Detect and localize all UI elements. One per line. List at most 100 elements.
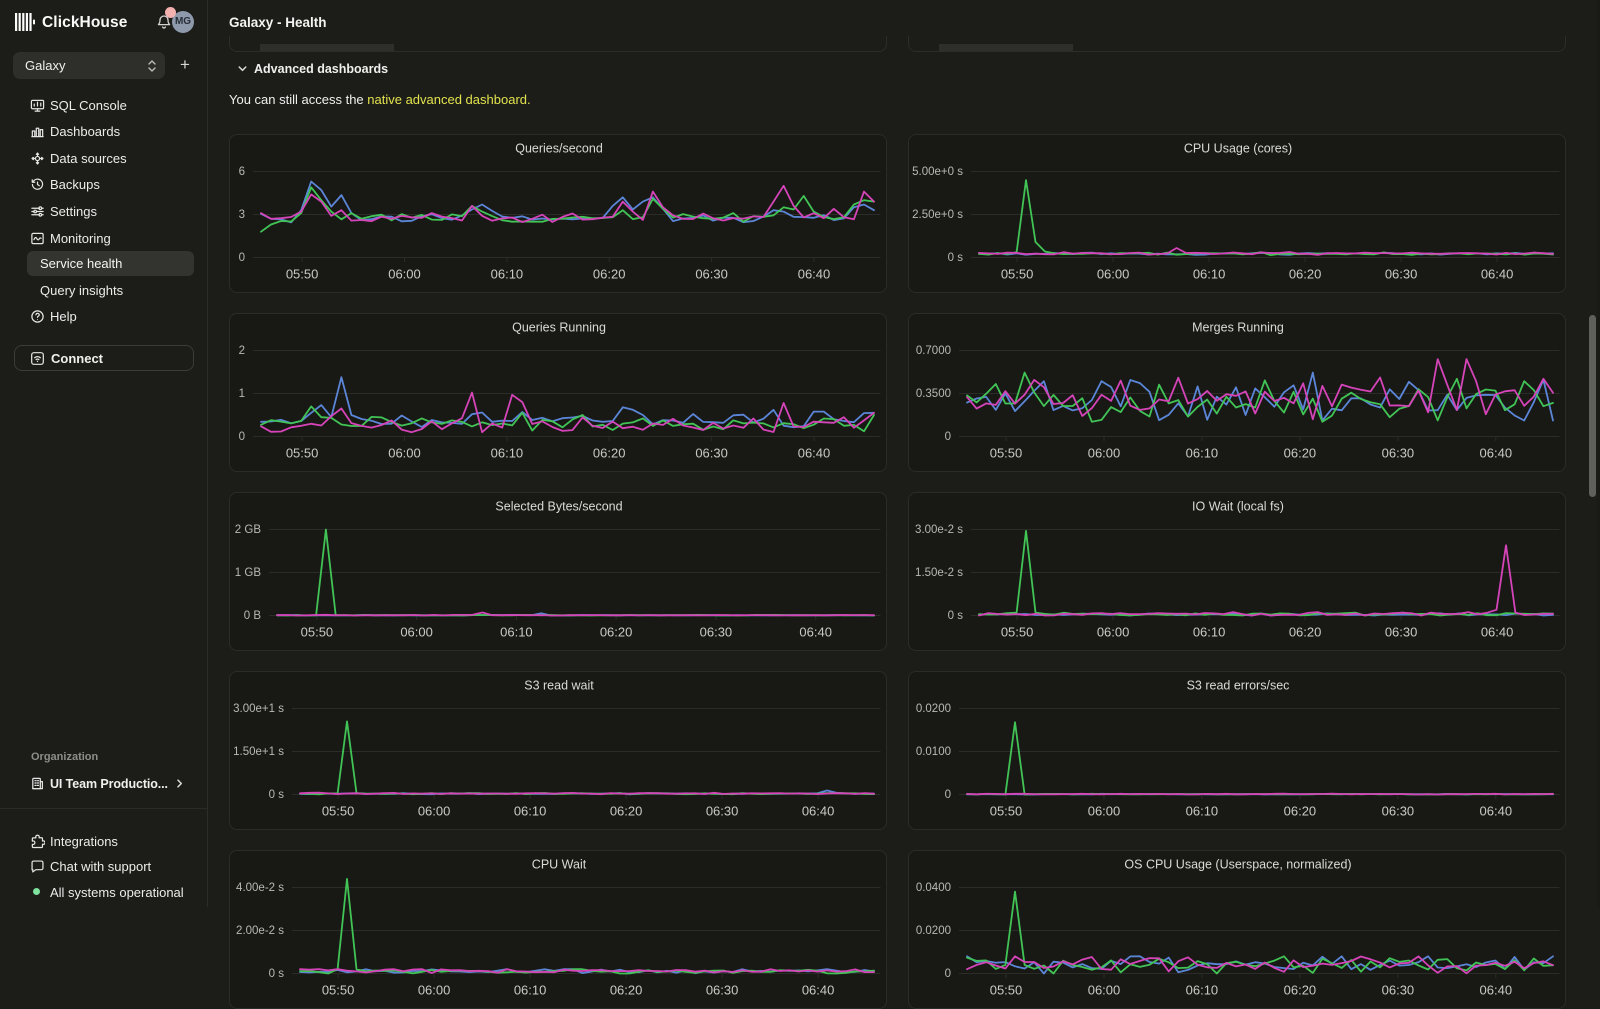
svg-text:06:10: 06:10 bbox=[500, 625, 533, 640]
svg-text:0.7000: 0.7000 bbox=[916, 345, 951, 357]
svg-text:CPU Usage (cores): CPU Usage (cores) bbox=[1184, 142, 1292, 156]
svg-text:06:10: 06:10 bbox=[491, 267, 524, 282]
svg-text:06:00: 06:00 bbox=[388, 446, 421, 461]
svg-text:S3 read errors/sec: S3 read errors/sec bbox=[1187, 679, 1290, 693]
svg-text:3.00e+1 s: 3.00e+1 s bbox=[233, 703, 284, 715]
svg-text:06:10: 06:10 bbox=[514, 983, 547, 998]
svg-text:05:50: 05:50 bbox=[286, 267, 319, 282]
svg-text:05:50: 05:50 bbox=[990, 983, 1023, 998]
svg-text:0: 0 bbox=[945, 789, 951, 801]
svg-text:06:30: 06:30 bbox=[695, 267, 728, 282]
svg-text:06:20: 06:20 bbox=[1289, 267, 1322, 282]
svg-text:Selected Bytes/second: Selected Bytes/second bbox=[495, 500, 622, 514]
svg-text:06:00: 06:00 bbox=[418, 983, 451, 998]
svg-text:05:50: 05:50 bbox=[1001, 625, 1034, 640]
svg-text:06:00: 06:00 bbox=[1088, 804, 1121, 819]
svg-text:0 s: 0 s bbox=[948, 610, 964, 622]
svg-text:06:10: 06:10 bbox=[491, 446, 524, 461]
svg-text:06:30: 06:30 bbox=[695, 446, 728, 461]
svg-text:06:30: 06:30 bbox=[1382, 983, 1415, 998]
svg-text:06:20: 06:20 bbox=[593, 446, 626, 461]
svg-text:06:30: 06:30 bbox=[1382, 446, 1415, 461]
svg-text:06:10: 06:10 bbox=[1193, 267, 1226, 282]
svg-text:06:20: 06:20 bbox=[610, 804, 643, 819]
svg-text:0.0100: 0.0100 bbox=[916, 746, 951, 758]
svg-text:06:00: 06:00 bbox=[400, 625, 433, 640]
svg-text:06:40: 06:40 bbox=[1480, 804, 1513, 819]
svg-text:OS CPU Usage (Userspace, norma: OS CPU Usage (Userspace, normalized) bbox=[1124, 858, 1351, 872]
svg-text:06:00: 06:00 bbox=[418, 804, 451, 819]
svg-text:06:20: 06:20 bbox=[610, 983, 643, 998]
svg-text:2 GB: 2 GB bbox=[235, 524, 262, 536]
svg-text:05:50: 05:50 bbox=[990, 804, 1023, 819]
svg-text:06:40: 06:40 bbox=[802, 983, 835, 998]
svg-text:05:50: 05:50 bbox=[322, 804, 355, 819]
svg-text:06:30: 06:30 bbox=[706, 983, 739, 998]
svg-text:1.50e+1 s: 1.50e+1 s bbox=[233, 746, 284, 758]
svg-text:05:50: 05:50 bbox=[1001, 267, 1034, 282]
svg-text:06:20: 06:20 bbox=[1284, 983, 1317, 998]
svg-text:6: 6 bbox=[239, 166, 245, 178]
svg-text:06:40: 06:40 bbox=[798, 446, 831, 461]
svg-text:05:50: 05:50 bbox=[990, 446, 1023, 461]
svg-text:0: 0 bbox=[239, 252, 245, 264]
svg-text:06:40: 06:40 bbox=[1481, 625, 1514, 640]
svg-text:06:40: 06:40 bbox=[1480, 446, 1513, 461]
svg-text:06:20: 06:20 bbox=[600, 625, 633, 640]
svg-text:06:10: 06:10 bbox=[1193, 625, 1226, 640]
svg-text:2.00e-2 s: 2.00e-2 s bbox=[236, 925, 284, 937]
svg-text:1: 1 bbox=[239, 388, 245, 400]
svg-text:06:40: 06:40 bbox=[799, 625, 832, 640]
svg-text:0 B: 0 B bbox=[244, 610, 262, 622]
svg-text:Queries/second: Queries/second bbox=[515, 142, 603, 156]
svg-text:CPU Wait: CPU Wait bbox=[532, 858, 587, 872]
svg-text:0.3500: 0.3500 bbox=[916, 388, 951, 400]
svg-text:06:30: 06:30 bbox=[700, 625, 733, 640]
svg-text:5.00e+0 s: 5.00e+0 s bbox=[912, 166, 963, 178]
svg-text:0: 0 bbox=[945, 431, 951, 443]
svg-text:4.00e-2 s: 4.00e-2 s bbox=[236, 882, 284, 894]
svg-text:06:00: 06:00 bbox=[1088, 446, 1121, 461]
svg-text:06:10: 06:10 bbox=[1186, 983, 1219, 998]
svg-text:IO Wait (local fs): IO Wait (local fs) bbox=[1192, 500, 1284, 514]
svg-text:3: 3 bbox=[239, 209, 245, 221]
svg-text:06:40: 06:40 bbox=[1481, 267, 1514, 282]
svg-text:0 s: 0 s bbox=[269, 789, 285, 801]
svg-text:06:30: 06:30 bbox=[1385, 267, 1418, 282]
svg-text:0: 0 bbox=[239, 431, 245, 443]
svg-text:1 GB: 1 GB bbox=[235, 567, 262, 579]
svg-text:0.0200: 0.0200 bbox=[916, 925, 951, 937]
svg-text:2.50e+0 s: 2.50e+0 s bbox=[912, 209, 963, 221]
svg-text:Queries Running: Queries Running bbox=[512, 321, 606, 335]
svg-text:06:00: 06:00 bbox=[1088, 983, 1121, 998]
svg-text:06:00: 06:00 bbox=[1097, 625, 1130, 640]
svg-text:0 s: 0 s bbox=[948, 252, 964, 264]
svg-text:06:30: 06:30 bbox=[1382, 804, 1415, 819]
svg-text:06:00: 06:00 bbox=[1097, 267, 1130, 282]
svg-text:1.50e-2 s: 1.50e-2 s bbox=[915, 567, 963, 579]
svg-text:05:50: 05:50 bbox=[301, 625, 334, 640]
svg-text:06:20: 06:20 bbox=[1284, 446, 1317, 461]
svg-text:06:30: 06:30 bbox=[706, 804, 739, 819]
svg-text:3.00e-2 s: 3.00e-2 s bbox=[915, 524, 963, 536]
svg-text:0.0200: 0.0200 bbox=[916, 703, 951, 715]
svg-text:0 s: 0 s bbox=[269, 968, 285, 980]
svg-text:06:40: 06:40 bbox=[1480, 983, 1513, 998]
svg-text:06:20: 06:20 bbox=[1289, 625, 1322, 640]
svg-text:Merges Running: Merges Running bbox=[1192, 321, 1284, 335]
svg-text:06:00: 06:00 bbox=[388, 267, 421, 282]
svg-text:06:40: 06:40 bbox=[798, 267, 831, 282]
svg-text:05:50: 05:50 bbox=[286, 446, 319, 461]
svg-text:06:30: 06:30 bbox=[1385, 625, 1418, 640]
svg-text:06:40: 06:40 bbox=[802, 804, 835, 819]
svg-text:2: 2 bbox=[239, 345, 245, 357]
svg-text:0: 0 bbox=[945, 968, 951, 980]
svg-text:0.0400: 0.0400 bbox=[916, 882, 951, 894]
svg-text:06:10: 06:10 bbox=[514, 804, 547, 819]
svg-text:06:20: 06:20 bbox=[1284, 804, 1317, 819]
svg-text:S3 read wait: S3 read wait bbox=[524, 679, 594, 693]
svg-text:06:10: 06:10 bbox=[1186, 446, 1219, 461]
svg-text:05:50: 05:50 bbox=[322, 983, 355, 998]
svg-text:06:10: 06:10 bbox=[1186, 804, 1219, 819]
svg-text:06:20: 06:20 bbox=[593, 267, 626, 282]
